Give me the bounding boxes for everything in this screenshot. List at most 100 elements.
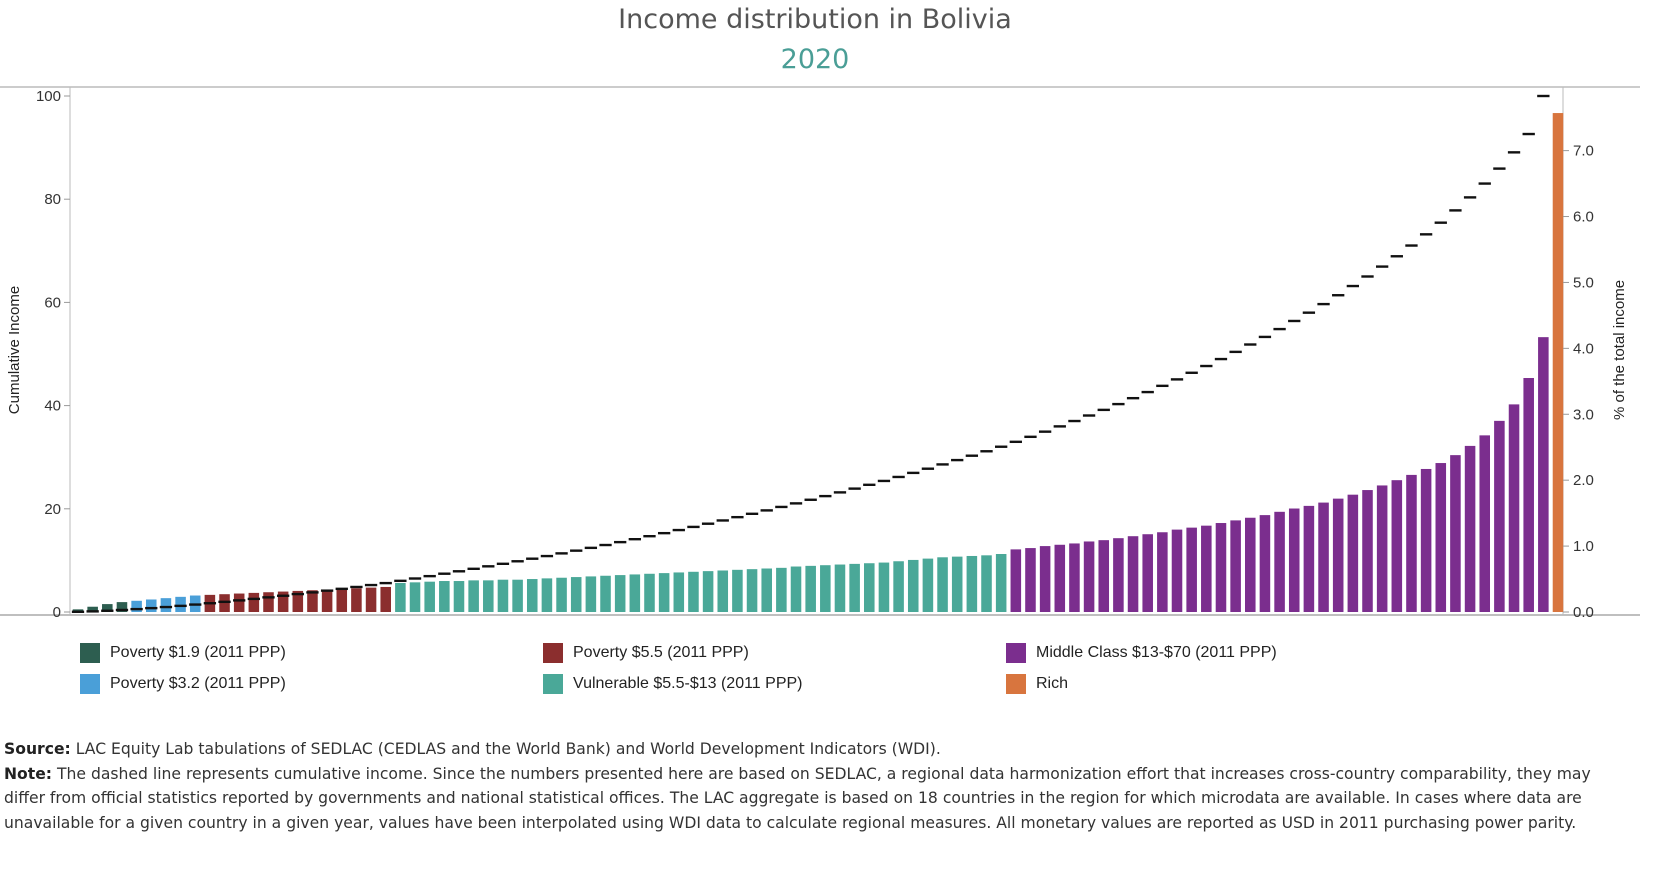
- bar: [1142, 534, 1153, 612]
- note-label: Note:: [4, 764, 53, 783]
- bar: [1039, 546, 1051, 612]
- right-tick-label: 0.0: [1573, 604, 1594, 621]
- bar: [1420, 468, 1432, 612]
- legend-label: Rich: [1036, 675, 1069, 692]
- bar: [1171, 529, 1183, 612]
- chart-title: Income distribution in Bolivia: [618, 4, 1012, 35]
- bar: [1347, 494, 1359, 612]
- bar: [1332, 498, 1344, 612]
- bar: [483, 580, 494, 612]
- bar: [1303, 505, 1315, 612]
- legend-swatch: [1006, 674, 1026, 694]
- bar: [1552, 113, 1564, 613]
- bar: [395, 583, 406, 612]
- bar: [1083, 541, 1095, 612]
- source-text: LAC Equity Lab tabulations of SEDLAC (CE…: [70, 740, 941, 758]
- footnotes: Source: LAC Equity Lab tabulations of SE…: [4, 737, 1604, 835]
- legend-label: Poverty $5.5 (2011 PPP): [573, 644, 749, 661]
- bar: [145, 599, 157, 612]
- bar: [233, 593, 245, 612]
- bar: [556, 577, 567, 612]
- bar: [644, 573, 655, 612]
- left-tick-label: 20: [44, 501, 61, 518]
- bar: [673, 572, 685, 612]
- bar: [409, 582, 421, 612]
- bar: [951, 556, 963, 612]
- bar: [1259, 515, 1271, 612]
- bar: [1523, 378, 1534, 612]
- legend-swatch: [543, 674, 563, 694]
- right-tick-label: 7.0: [1573, 143, 1594, 160]
- right-tick-label: 5.0: [1573, 274, 1594, 291]
- bar: [336, 588, 348, 612]
- bar: [219, 594, 230, 612]
- bar: [1288, 508, 1300, 612]
- cumulative-income-line: [71, 94, 1550, 613]
- bar: [1538, 337, 1549, 612]
- chart-area: 0 20 40 60 80 100 0.0 1.0 2.0 3.0 4.0 5.0 6.0 7.0 Cu…: [0, 86, 1640, 621]
- bar: [746, 569, 758, 612]
- bar: [585, 576, 597, 612]
- bar: [600, 575, 611, 612]
- bar: [922, 558, 934, 612]
- bar: [453, 581, 465, 612]
- bar: [1362, 490, 1373, 612]
- bar: [1391, 480, 1403, 612]
- bar: [864, 563, 875, 612]
- bar: [1274, 511, 1285, 612]
- bar: [1113, 538, 1124, 612]
- left-tick-label: 0: [53, 604, 61, 621]
- bar: [1508, 404, 1520, 612]
- bar: [248, 592, 260, 612]
- bar: [893, 561, 904, 612]
- bar: [717, 570, 729, 612]
- bar: [820, 565, 831, 612]
- bar: [805, 565, 816, 612]
- bar: [277, 591, 289, 612]
- bar: [1054, 544, 1066, 612]
- legend: Poverty $1.9 (2011 PPP) Poverty $3.2 (20…: [80, 642, 1480, 712]
- legend-item: Poverty $3.2 (2011 PPP): [80, 673, 286, 695]
- source-note: Source: LAC Equity Lab tabulations of SE…: [4, 737, 1604, 762]
- bar: [526, 579, 538, 612]
- bar: [1010, 549, 1022, 612]
- bar: [351, 588, 362, 612]
- legend-item: Poverty $1.9 (2011 PPP): [80, 642, 286, 664]
- bar: [570, 577, 582, 612]
- right-tick-label: 4.0: [1573, 340, 1594, 357]
- right-tick-label: 1.0: [1573, 538, 1594, 555]
- bar: [1450, 455, 1461, 612]
- legend-label: Poverty $1.9 (2011 PPP): [110, 644, 286, 661]
- bars-group: [72, 113, 1564, 613]
- bar: [937, 557, 948, 612]
- bar: [1157, 532, 1168, 612]
- bar: [1127, 536, 1139, 612]
- note-text: The dashed line represents cumulative in…: [4, 764, 1591, 832]
- legend-item: Rich: [1006, 673, 1068, 695]
- legend-swatch: [80, 643, 100, 663]
- bar: [907, 559, 919, 612]
- legend-item: Middle Class $13-$70 (2011 PPP): [1006, 642, 1277, 664]
- bar: [629, 574, 641, 612]
- bar: [702, 571, 714, 612]
- bar: [1201, 525, 1212, 612]
- bar: [614, 575, 626, 612]
- legend-swatch: [80, 674, 100, 694]
- bar: [732, 569, 743, 612]
- bar: [541, 578, 553, 612]
- left-tick-label: 80: [44, 191, 61, 208]
- legend-swatch: [1006, 643, 1026, 663]
- bar: [497, 579, 509, 612]
- bar: [1186, 527, 1197, 612]
- bar: [995, 554, 1007, 612]
- right-tick-label: 3.0: [1573, 406, 1594, 423]
- legend-label: Vulnerable $5.5-$13 (2011 PPP): [573, 675, 803, 692]
- note-paragraph: Note: The dashed line represents cumulat…: [4, 762, 1604, 836]
- bar: [102, 604, 113, 612]
- legend-label: Poverty $3.2 (2011 PPP): [110, 675, 286, 692]
- source-label: Source:: [4, 740, 71, 758]
- left-tick-label: 60: [44, 294, 61, 311]
- bar: [878, 562, 890, 612]
- bar: [468, 580, 479, 612]
- bar: [439, 581, 450, 612]
